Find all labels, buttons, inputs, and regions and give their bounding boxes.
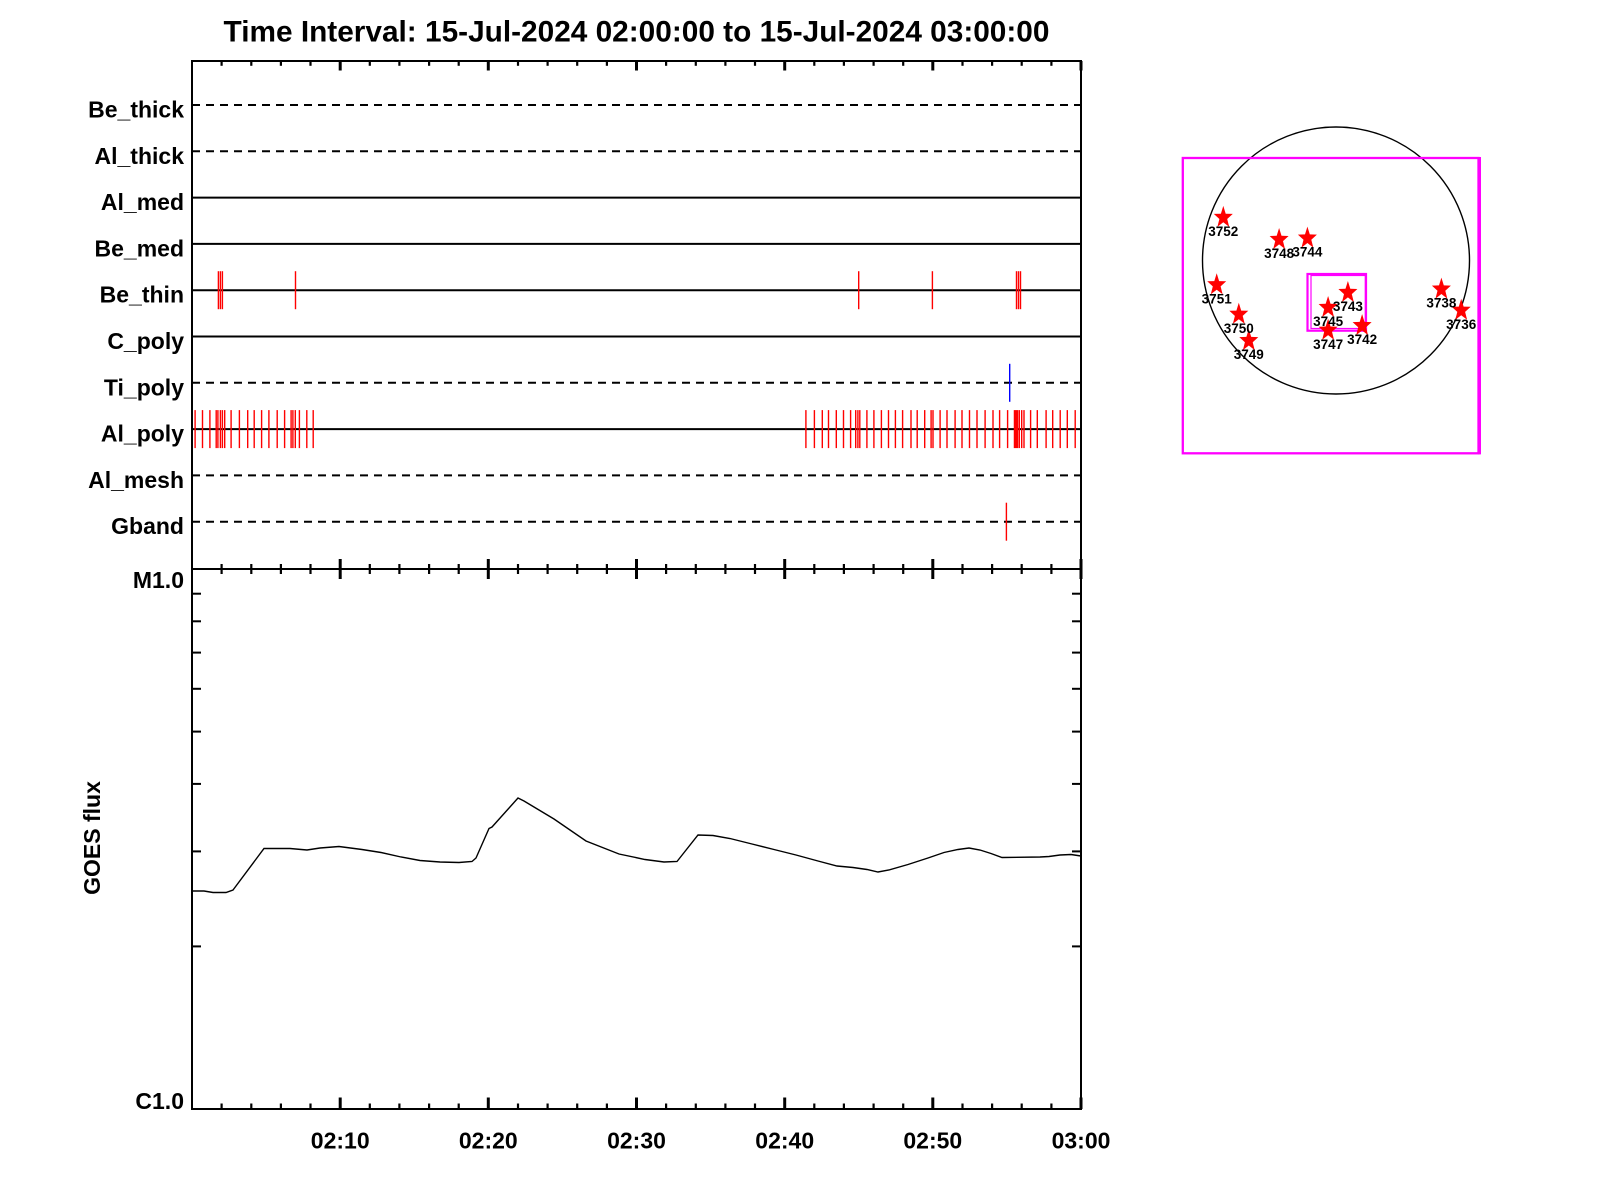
svg-text:Ti_poly: Ti_poly [104,374,184,400]
svg-text:Gband: Gband [111,513,184,539]
svg-text:Al_med: Al_med [101,189,184,215]
svg-text:3736: 3736 [1446,317,1477,332]
svg-text:Al_mesh: Al_mesh [88,467,184,493]
svg-text:M1.0: M1.0 [133,567,184,593]
svg-text:3744: 3744 [1292,245,1323,260]
svg-text:C1.0: C1.0 [135,1088,184,1114]
svg-text:3752: 3752 [1208,224,1238,239]
svg-text:Be_med: Be_med [95,235,184,261]
svg-text:02:10: 02:10 [311,1128,370,1154]
svg-text:02:20: 02:20 [459,1128,518,1154]
svg-text:Time Interval: 15-Jul-2024 02:: Time Interval: 15-Jul-2024 02:00:00 to 1… [224,15,1050,48]
svg-text:02:30: 02:30 [607,1128,666,1154]
svg-text:3738: 3738 [1426,296,1457,311]
svg-text:02:40: 02:40 [755,1128,814,1154]
svg-text:Be_thin: Be_thin [100,282,184,308]
svg-text:C_poly: C_poly [107,328,184,354]
svg-text:3748: 3748 [1264,246,1295,261]
svg-text:GOES flux: GOES flux [79,781,105,895]
svg-text:3750: 3750 [1224,321,1254,336]
svg-text:3745: 3745 [1313,314,1344,329]
svg-text:3747: 3747 [1313,337,1343,352]
svg-text:3749: 3749 [1234,347,1264,362]
svg-text:03:00: 03:00 [1052,1128,1111,1154]
svg-text:3742: 3742 [1347,332,1377,347]
svg-text:Al_thick: Al_thick [95,143,185,169]
svg-text:Be_thick: Be_thick [88,97,184,123]
svg-text:3751: 3751 [1202,291,1233,306]
svg-text:Al_poly: Al_poly [101,421,184,447]
svg-text:02:50: 02:50 [903,1128,962,1154]
svg-text:3743: 3743 [1333,299,1364,314]
